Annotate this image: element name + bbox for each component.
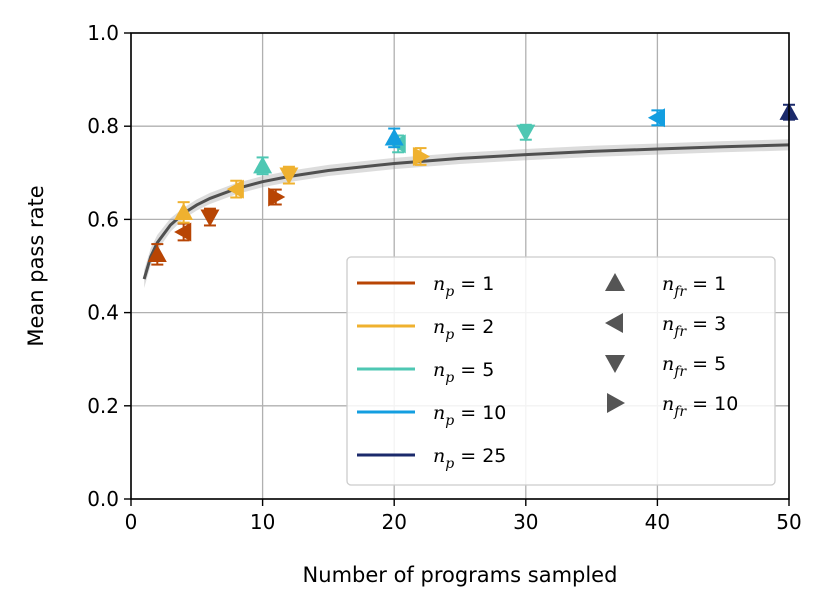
y-tick-label: 0.8 — [87, 114, 119, 138]
data-point — [647, 108, 665, 128]
plot-frame — [130, 32, 790, 500]
marker-triangle-left — [647, 108, 665, 128]
data-point — [412, 146, 431, 166]
data-point — [200, 207, 220, 227]
legend-label-nfr: nfr = 5 — [662, 353, 726, 380]
marker-triangle-up — [384, 128, 404, 146]
marker-triangle-left — [174, 222, 192, 242]
y-tick-label: 0.0 — [87, 487, 119, 511]
data-point — [174, 201, 194, 224]
legend-label-nfr: nfr = 3 — [662, 313, 726, 340]
x-tick-label: 20 — [381, 510, 406, 534]
legend-label-np: np = 25 — [433, 445, 506, 472]
marker-triangle-right — [268, 187, 286, 207]
data-point — [384, 127, 404, 149]
data-points — [147, 102, 799, 266]
legend-label-np: np = 5 — [433, 359, 494, 386]
marker-triangle-down — [200, 209, 220, 227]
legend-marker-nfr — [605, 273, 625, 291]
data-point — [279, 165, 299, 185]
y-tick-label: 1.0 — [87, 21, 119, 45]
fit-line — [142, 143, 790, 280]
data-point — [226, 179, 244, 199]
marker-triangle-left — [226, 179, 244, 199]
marker-triangle-up — [253, 156, 273, 174]
ticks: 0 10 20 30 40 50 0.0 0.2 0.4 0.6 0.8 1.0 — [87, 21, 802, 534]
x-axis-label: Number of programs sampled — [303, 563, 618, 587]
legend-marker-nfr — [605, 313, 623, 333]
data-point — [268, 187, 286, 207]
marker-triangle-down — [279, 167, 299, 185]
legend-label-nfr: nfr = 10 — [662, 393, 738, 420]
x-tick-label: 0 — [125, 510, 138, 534]
legend-label-nfr: nfr = 1 — [662, 273, 726, 300]
legend: np = 1 np = 2 np = 5 np = 10 np = 25 nfr = 1 n… — [346, 256, 776, 486]
legend-marker-nfr — [605, 355, 625, 373]
y-tick-label: 0.2 — [87, 394, 119, 418]
legend-marker-nfr — [607, 393, 625, 413]
legend-box — [346, 256, 776, 486]
fit-curve-group — [142, 139, 790, 288]
fit-confidence-band — [144, 139, 789, 288]
data-point — [147, 243, 167, 266]
x-tick-label: 30 — [513, 510, 538, 534]
x-tick-label: 10 — [250, 510, 275, 534]
legend-label-np: np = 2 — [433, 316, 494, 343]
y-axis-label: Mean pass rate — [24, 185, 48, 346]
y-tick-label: 0.6 — [87, 207, 119, 231]
data-point — [516, 123, 536, 142]
marker-triangle-up — [147, 244, 167, 262]
marker-triangle-down — [516, 124, 536, 142]
data-point — [253, 156, 273, 176]
legend-label-np: np = 10 — [433, 402, 506, 429]
x-tick-label: 40 — [645, 510, 670, 534]
marker-triangle-up — [174, 202, 194, 221]
marker-triangle-right — [412, 146, 431, 166]
legend-label-np: np = 1 — [433, 273, 494, 300]
y-tick-label: 0.4 — [87, 301, 119, 325]
x-tick-label: 50 — [776, 510, 801, 534]
